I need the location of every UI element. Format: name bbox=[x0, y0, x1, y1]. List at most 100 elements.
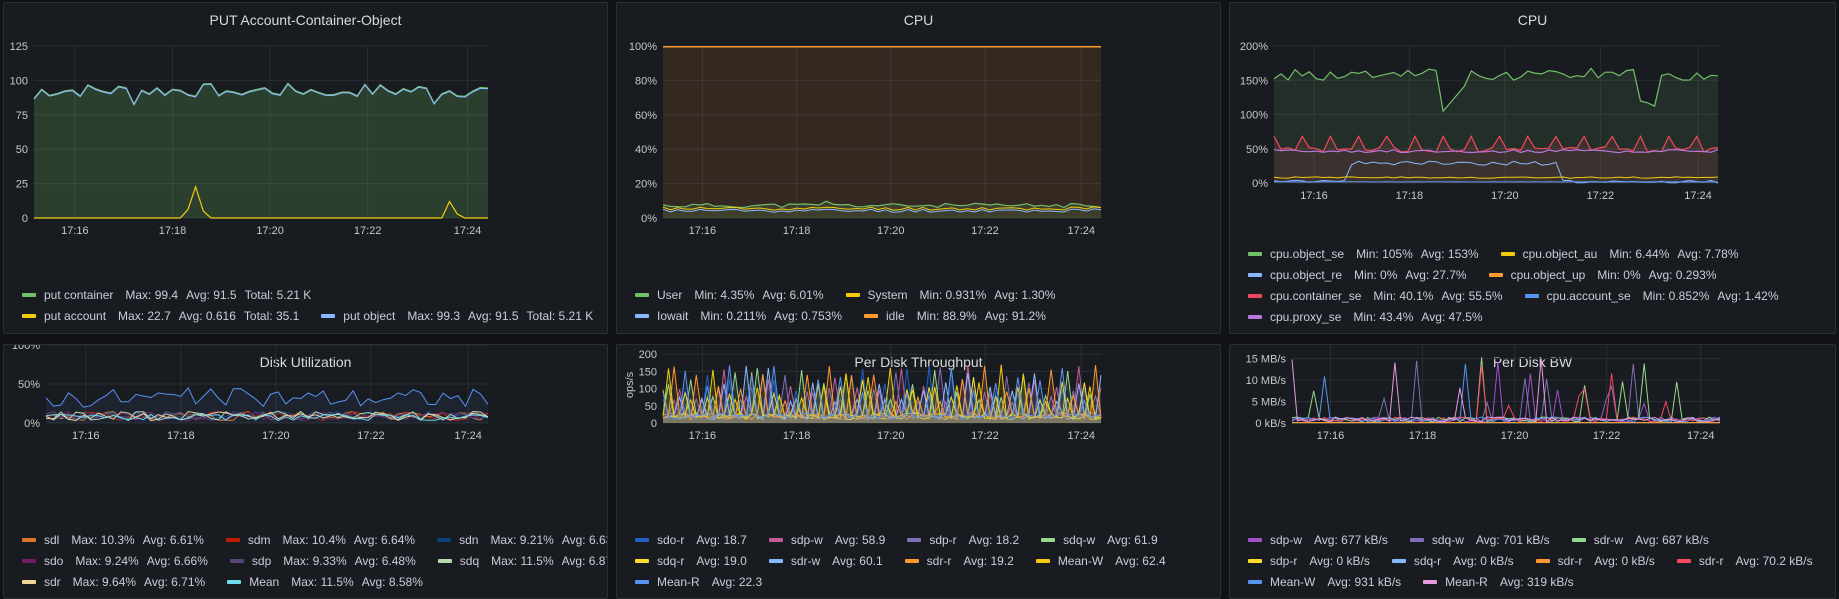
series-iowait[interactable] bbox=[662, 208, 1102, 213]
legend-item-cpu-account-se[interactable]: cpu.account_se Min: 0.852% Avg: 1.42% bbox=[1524, 286, 1787, 307]
panel-title[interactable]: PUT Account-Container-Object bbox=[209, 12, 402, 28]
legend-item-sdp-w[interactable]: sdp-w Avg: 677 kB/s bbox=[1248, 530, 1396, 551]
legend-item-cpu-object-up[interactable]: cpu.object_up Min: 0% Avg: 0.293% bbox=[1488, 265, 1725, 286]
legend-stat: Max: 10.4% bbox=[282, 533, 346, 547]
legend-item-sdo-r[interactable]: sdo-r Avg: 18.7 bbox=[635, 530, 755, 551]
series-put-container-area[interactable] bbox=[34, 83, 488, 218]
legend-stat: Min: 88.9% bbox=[916, 309, 977, 323]
legend-item-mean-w[interactable]: Mean-W Avg: 931 kB/s bbox=[1248, 572, 1409, 593]
legend-item-system[interactable]: System Min: 0.931% Avg: 1.30% bbox=[845, 285, 1064, 306]
series-put-container[interactable] bbox=[33, 82, 489, 106]
series-put-account[interactable] bbox=[34, 184, 488, 219]
panel-title[interactable]: CPU bbox=[903, 12, 934, 28]
legend-item-sdq-r[interactable]: sdq-r Avg: 19.0 bbox=[635, 551, 755, 572]
legend-item-iowait[interactable]: Iowait Min: 0.211% Avg: 0.753% bbox=[635, 306, 850, 327]
time-series-chart[interactable]: 0 25 50 75 100 125 17:16 17:18 17:20 17:22 17:24 bbox=[4, 3, 608, 293]
legend-item-sdr-r[interactable]: sdr-r Avg: 19.2 bbox=[904, 551, 1022, 572]
legend-swatch bbox=[321, 313, 336, 318]
time-series-chart[interactable]: 0 kB/s5 MB/s10 MB/s15 MB/s20 MB/s17:1617… bbox=[1230, 345, 1836, 525]
legend-series-name: sdn bbox=[459, 533, 479, 547]
series-cpu-object-se-area[interactable] bbox=[1274, 68, 1718, 183]
y-tick-label: 15 MB/s bbox=[1246, 354, 1287, 366]
legend-series-name: sdp-w bbox=[1270, 533, 1303, 547]
series-cpu-container-se-area[interactable] bbox=[1274, 136, 1718, 183]
legend-swatch bbox=[768, 537, 783, 542]
legend-item-sdp-r[interactable]: sdp-r Avg: 0 kB/s bbox=[1248, 551, 1378, 572]
legend-item-cpu-object-au[interactable]: cpu.object_au Min: 6.44% Avg: 7.78% bbox=[1500, 244, 1747, 265]
legend-item-mean-r[interactable]: Mean-R Avg: 22.3 bbox=[635, 572, 770, 593]
series-put-object[interactable] bbox=[33, 83, 489, 106]
series-sdn-peaks[interactable] bbox=[45, 387, 489, 408]
series-cpu-object-au[interactable] bbox=[1273, 176, 1719, 179]
panel-title[interactable]: Per Disk Throughput bbox=[854, 354, 983, 370]
series-mean-w-7[interactable] bbox=[1291, 363, 1721, 423]
legend-item-sdp-r[interactable]: sdp-r Avg: 18.2 bbox=[907, 530, 1027, 551]
legend-item-mean[interactable]: Mean Max: 11.5% Avg: 8.58% bbox=[227, 572, 431, 593]
legend-stat: Min: 40.1% bbox=[1373, 289, 1434, 303]
series-sdr-r-6[interactable] bbox=[1291, 365, 1721, 423]
series-sdq-r-area[interactable] bbox=[663, 372, 1101, 423]
series-cpu-object-se[interactable] bbox=[1273, 67, 1719, 113]
time-series-chart[interactable]: 05010015020025017:1617:1817:2017:2217:24… bbox=[617, 345, 1221, 525]
legend-series-name: sdq-w bbox=[1063, 533, 1096, 547]
legend-item-cpu-proxy-se[interactable]: cpu.proxy_se Min: 43.4% Avg: 47.5% bbox=[1248, 307, 1491, 328]
series-mean-r[interactable] bbox=[662, 365, 1102, 421]
legend-item-sdr-r[interactable]: sdr-r Avg: 70.2 kB/s bbox=[1676, 551, 1821, 572]
series-user-area[interactable] bbox=[663, 201, 1101, 218]
y-tick-label: 200 bbox=[639, 349, 657, 361]
series-sdr-r[interactable] bbox=[662, 364, 1102, 421]
legend-item-sdq-w[interactable]: sdq-w Avg: 61.9 bbox=[1041, 530, 1166, 551]
series-mean[interactable] bbox=[45, 413, 489, 422]
series-system[interactable] bbox=[662, 206, 1102, 211]
legend-item-cpu-object-re[interactable]: cpu.object_re Min: 0% Avg: 27.7% bbox=[1248, 265, 1475, 286]
legend-item-sdm[interactable]: sdm Max: 10.4% Avg: 6.64% bbox=[225, 530, 423, 551]
legend-swatch bbox=[1248, 293, 1262, 298]
legend-series-name: User bbox=[657, 288, 683, 302]
legend-item-idle[interactable]: idle Min: 88.9% Avg: 91.2% bbox=[864, 306, 1054, 327]
series-sdn-peaks-area[interactable] bbox=[46, 388, 488, 423]
legend-item-sdp[interactable]: sdp Max: 9.33% Avg: 6.48% bbox=[229, 551, 424, 572]
series-mean-w[interactable] bbox=[662, 364, 1102, 421]
y-tick-label: 5 MB/s bbox=[1252, 397, 1287, 409]
legend-item-sdr[interactable]: sdr Max: 9.64% Avg: 6.71% bbox=[22, 572, 213, 593]
legend-item-sdl[interactable]: sdl Max: 10.3% Avg: 6.61% bbox=[22, 530, 212, 551]
legend-item-cpu-object-se[interactable]: cpu.object_se Min: 105% Avg: 153% bbox=[1248, 244, 1487, 265]
legend-row: cpu.container_se Min: 40.1% Avg: 55.5% cpu.… bbox=[1248, 286, 1827, 307]
panel-title[interactable]: CPU bbox=[1517, 12, 1548, 28]
legend-item-sdr-w[interactable]: sdr-w Avg: 687 kB/s bbox=[1571, 530, 1717, 551]
legend-stat: Avg: 47.5% bbox=[1421, 310, 1483, 324]
legend-item-put-container[interactable]: put container Max: 99.4 Avg: 91.5 Total: 5.… bbox=[22, 285, 319, 306]
legend-series-name: sdq bbox=[459, 554, 480, 568]
legend-item-sdq-r[interactable]: sdq-r Avg: 0 kB/s bbox=[1391, 551, 1522, 572]
legend-series-name: sdr-w bbox=[790, 554, 821, 568]
legend-stat: Max: 10.3% bbox=[71, 533, 135, 547]
series-idle-area[interactable] bbox=[663, 46, 1101, 219]
legend-item-put-object[interactable]: put object Max: 99.3 Avg: 91.5 Total: 5.21 … bbox=[321, 306, 601, 327]
legend-series-name: sdr-r bbox=[1557, 554, 1583, 568]
legend-item-sdp-w[interactable]: sdp-w Avg: 58.9 bbox=[768, 530, 894, 551]
time-series-chart[interactable]: 0% 20% 40% 60% 80% 100% 17:16 17:18 17:20 17:22 17… bbox=[617, 3, 1221, 293]
y-tick-label: 100% bbox=[1240, 110, 1268, 122]
legend-item-sdn[interactable]: sdn Max: 9.21% Avg: 6.63% bbox=[437, 530, 607, 551]
legend-stat: Avg: 19.2 bbox=[963, 554, 1014, 568]
series-cpu-container-se[interactable] bbox=[1273, 135, 1719, 153]
legend-stat: Avg: 7.78% bbox=[1677, 247, 1739, 261]
legend-item-user[interactable]: User Min: 4.35% Avg: 6.01% bbox=[635, 285, 832, 306]
panel-title[interactable]: Disk Utilization bbox=[259, 354, 352, 370]
legend-item-sdq[interactable]: sdq Max: 11.5% Avg: 6.87% bbox=[437, 551, 607, 572]
legend-item-mean-r[interactable]: Mean-R Avg: 319 kB/s bbox=[1423, 572, 1582, 593]
series-mean-r-8[interactable] bbox=[1291, 358, 1721, 423]
legend-stat: Avg: 58.9 bbox=[834, 533, 886, 547]
legend-series-name: cpu.proxy_se bbox=[1270, 310, 1342, 324]
time-series-chart[interactable]: 0% 50% 100% 17:16 17:18 17:20 17:22 17:24 bbox=[4, 345, 608, 525]
legend-stat: Max: 9.33% bbox=[283, 554, 347, 568]
series-cpu-proxy-se[interactable] bbox=[1273, 148, 1719, 154]
legend-item-sdr-w[interactable]: sdr-w Avg: 60.1 bbox=[768, 551, 891, 572]
legend-item-put-account[interactable]: put account Max: 22.7 Avg: 0.616 Total: 35.… bbox=[22, 306, 307, 327]
legend-item-sdq-w[interactable]: sdq-w Avg: 701 kB/s bbox=[1409, 530, 1558, 551]
legend-item-sdo[interactable]: sdo Max: 9.24% Avg: 6.66% bbox=[22, 551, 216, 572]
legend-item-cpu-container-se[interactable]: cpu.container_se Min: 40.1% Avg: 55.5% bbox=[1248, 286, 1511, 307]
legend-item-sdr-r[interactable]: sdr-r Avg: 0 kB/s bbox=[1535, 551, 1663, 572]
time-series-chart[interactable]: 0% 50% 100% 150% 200% 17:16 17:18 17:20 17:22 17:… bbox=[1230, 3, 1836, 243]
legend-item-mean-w[interactable]: Mean-W Avg: 62.4 bbox=[1035, 551, 1174, 572]
